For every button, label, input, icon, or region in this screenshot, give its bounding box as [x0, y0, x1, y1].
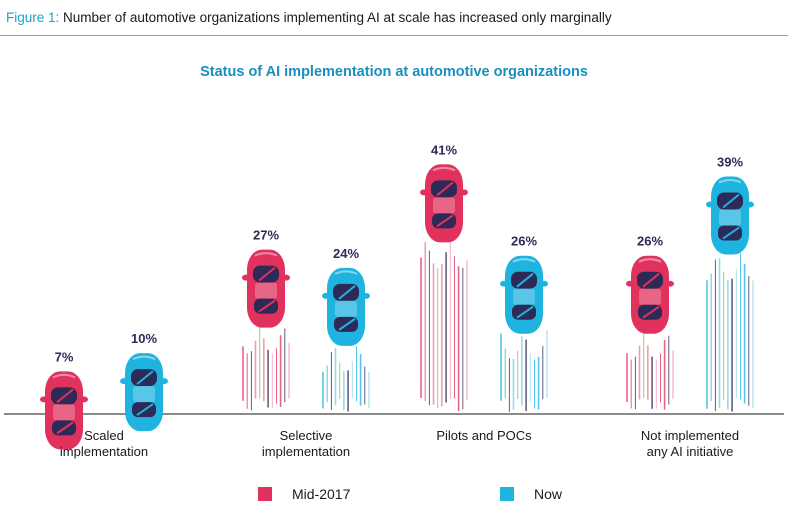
chart-title: Status of AI implementation at automotiv…: [200, 64, 588, 80]
legend: Mid-2017 Now: [0, 486, 788, 506]
car-roof: [53, 404, 75, 421]
car-roof: [513, 288, 535, 305]
legend-label-now: Now: [534, 486, 563, 502]
car-glare-stripe: [642, 305, 660, 319]
car-roof: [433, 197, 455, 214]
car-mirror-right: [540, 280, 548, 287]
data-label: 39%: [717, 155, 743, 170]
car-glare-stripe: [722, 193, 740, 209]
car-glare-stripe: [436, 181, 454, 197]
bar-2-1: [500, 255, 548, 412]
bar-1-1: [322, 267, 370, 412]
car-glare-stripe: [338, 285, 356, 300]
car-roof: [639, 288, 661, 305]
car-roof: [255, 282, 277, 299]
car-hood-highlight: [334, 270, 358, 275]
car-hood-highlight: [718, 179, 742, 184]
car-mirror-left: [40, 396, 48, 403]
car-glare-stripe: [56, 421, 74, 435]
category-label: Pilots and POCs: [436, 428, 532, 443]
legend-swatch-now: [500, 487, 514, 501]
car-mirror-right: [282, 274, 290, 281]
data-label: 10%: [131, 331, 157, 346]
car-mirror-left: [242, 274, 250, 281]
bar-3-1: [706, 176, 754, 412]
car-glare-stripe: [516, 305, 534, 319]
bar-0-0: [40, 371, 88, 450]
car-glare-stripe: [338, 318, 356, 331]
car-mirror-right: [460, 189, 468, 196]
category-label: Not implemented: [641, 428, 739, 443]
legend-item-now: Now: [500, 486, 562, 502]
data-label: 27%: [253, 228, 279, 243]
car-mirror-right: [666, 280, 674, 287]
car-hood-highlight: [512, 258, 536, 263]
category-label: implementation: [60, 444, 148, 459]
data-label: 7%: [55, 349, 74, 364]
legend-swatch-mid-2017: [258, 487, 272, 501]
car-mirror-left: [706, 201, 714, 208]
car-glare-stripe: [436, 214, 454, 228]
car-roof: [133, 386, 155, 403]
data-label: 26%: [511, 234, 537, 249]
car-glare-stripe: [136, 370, 154, 385]
car-glare-stripe: [136, 403, 154, 416]
data-label: 26%: [637, 234, 663, 249]
category-label: Selective: [280, 428, 333, 443]
data-label: 24%: [333, 246, 359, 261]
bar-0-1: [120, 353, 168, 432]
bar-1-0: [242, 249, 290, 411]
category-label: any AI initiative: [647, 444, 734, 459]
car-roof: [719, 209, 741, 226]
car-glare-stripe: [258, 266, 276, 282]
figure-label: Figure 1:: [6, 10, 60, 25]
car-glare-stripe: [258, 299, 276, 313]
car-glare-stripe: [56, 388, 74, 404]
car-hood-highlight: [132, 355, 156, 361]
car-mirror-right: [160, 378, 168, 385]
category-label: implementation: [262, 444, 350, 459]
category-label: Scaled: [84, 428, 124, 443]
car-mirror-right: [746, 201, 754, 208]
car-mirror-left: [120, 378, 128, 385]
car-roof: [335, 300, 357, 317]
car-glare-stripe: [516, 272, 534, 288]
car-glare-stripe: [722, 226, 740, 240]
figure-header: Figure 1: Number of automotive organizat…: [0, 0, 788, 36]
car-mirror-left: [420, 189, 428, 196]
car-hood-highlight: [254, 252, 278, 257]
car-mirror-right: [362, 292, 370, 299]
legend-item-mid-2017: Mid-2017: [258, 486, 350, 502]
figure-title: Number of automotive organizations imple…: [63, 10, 612, 25]
car-hood-highlight: [52, 373, 76, 379]
car-mirror-left: [626, 280, 634, 287]
car-mirror-left: [500, 280, 508, 287]
car-mirror-left: [322, 292, 330, 299]
car-hood-highlight: [432, 166, 456, 172]
bar-2-0: [420, 164, 468, 412]
data-label: 41%: [431, 142, 457, 157]
car-mirror-right: [80, 396, 88, 403]
legend-label-mid-2017: Mid-2017: [292, 486, 351, 502]
bar-3-0: [626, 255, 674, 410]
car-hood-highlight: [638, 258, 662, 263]
car-glare-stripe: [642, 272, 660, 288]
